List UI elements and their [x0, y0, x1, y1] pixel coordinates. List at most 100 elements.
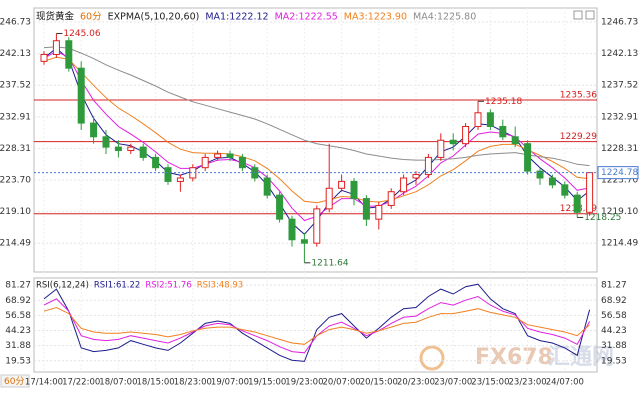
- candle-body: [313, 208, 321, 244]
- level-label: 1229.29: [560, 132, 597, 142]
- candle-body: [65, 40, 73, 69]
- icon-button[interactable]: [573, 10, 583, 20]
- line-series: [43, 46, 590, 167]
- icon-button[interactable]: [585, 10, 595, 20]
- candle-body: [263, 177, 271, 196]
- candle-body: [90, 122, 98, 138]
- y-tick-label-right: 1228.31: [601, 144, 638, 154]
- extreme-label: 1245.06: [63, 29, 100, 39]
- period-label: 60分: [80, 12, 102, 23]
- y-tick-label-right: 81.27: [601, 281, 627, 291]
- y-tick-label-left: 1232.91: [0, 112, 31, 122]
- y-tick-label-right: 1237.52: [601, 81, 638, 91]
- x-tick-label: 20/15:00: [360, 378, 398, 388]
- candle-body: [524, 143, 532, 172]
- last-price-label: 1224.78: [601, 168, 638, 178]
- y-tick-label-left: 1228.31: [0, 144, 31, 154]
- y-tick-label-left: 68.92: [5, 296, 31, 306]
- y-tick-label-left: 56.58: [5, 311, 31, 321]
- line-series: [43, 306, 590, 345]
- x-tick-label: 18/23:00: [174, 378, 212, 388]
- candle-body: [350, 180, 358, 200]
- y-tick-label-left: 1223.70: [0, 176, 31, 186]
- candle-body: [536, 170, 544, 179]
- candle-body: [288, 218, 296, 241]
- legend-entry: RSI2:51.76: [145, 281, 191, 291]
- main-frame: [33, 7, 598, 273]
- candle-body: [102, 136, 110, 148]
- watermark-logo: [419, 345, 445, 371]
- candle-body: [325, 187, 333, 210]
- chart-title: 现货黄金: [36, 11, 75, 23]
- x-tick-label: 17/14:00: [25, 378, 63, 388]
- y-tick-label-left: 1246.73: [0, 17, 31, 27]
- candle-body: [276, 194, 284, 220]
- last-price-box: [597, 166, 639, 180]
- y-tick-label-right: 56.58: [601, 311, 627, 321]
- x-tick-label: 19/23:00: [285, 378, 323, 388]
- watermark-name: 汇通网: [548, 345, 614, 370]
- candle-body: [238, 156, 246, 169]
- candle-body: [412, 174, 420, 179]
- candle-body: [499, 126, 507, 138]
- x-tick-label: 23/15:00: [471, 378, 509, 388]
- candle-body: [387, 191, 395, 206]
- level-label: 1235.36: [560, 91, 597, 101]
- y-tick-label-left: 1237.52: [0, 81, 31, 91]
- y-tick-label-right: 1214.49: [601, 239, 638, 249]
- candle-body: [139, 146, 147, 158]
- period-button-label[interactable]: 60分: [4, 376, 24, 387]
- candle-body: [52, 40, 60, 55]
- x-tick-label: 17/22:00: [62, 378, 100, 388]
- indicator-label: EXPMA(5,10,20,60): [108, 12, 200, 23]
- candle-body: [449, 139, 457, 145]
- candle-body: [362, 198, 370, 220]
- y-tick-label-right: 1232.91: [601, 112, 638, 122]
- candle-body: [214, 153, 222, 158]
- line-series: [43, 283, 591, 362]
- y-tick-label-right: 31.88: [601, 341, 627, 351]
- candle-body: [164, 167, 172, 182]
- indicator-label: RSI(6,12,24): [36, 281, 89, 291]
- y-tick-label-left: 81.27: [5, 281, 31, 291]
- candle-body: [176, 177, 184, 182]
- y-tick-label-right: 1223.70: [601, 176, 638, 186]
- candle-body: [338, 180, 346, 189]
- candle-body: [40, 53, 48, 62]
- candle-body: [486, 112, 494, 128]
- legend-entry: MA2:1222.55: [275, 12, 338, 23]
- line-series: [43, 56, 590, 204]
- period-button[interactable]: [0, 374, 30, 388]
- y-tick-label-left: 1242.13: [0, 49, 31, 59]
- candle-body: [400, 177, 408, 193]
- candle-body: [462, 126, 470, 145]
- legend-entry: MA4:1225.80: [413, 12, 476, 23]
- x-tick-label: 18/15:00: [137, 378, 175, 388]
- candle-body: [300, 239, 308, 244]
- x-tick-label: 18/07:00: [99, 378, 137, 388]
- candle-body: [573, 194, 581, 213]
- x-tick-label: 20/07:00: [323, 378, 361, 388]
- y-tick-label-right: 68.92: [601, 296, 627, 306]
- legend-entry: RSI3:48.93: [197, 281, 243, 291]
- x-tick-label: 24/07:00: [546, 378, 584, 388]
- extreme-label: 1211.64: [311, 258, 348, 268]
- candle-body: [548, 177, 556, 186]
- candle-body: [226, 153, 234, 158]
- candle-body: [77, 67, 85, 124]
- x-tick-label: 20/23:00: [397, 378, 435, 388]
- y-tick-label-left: 19.53: [5, 356, 31, 366]
- y-tick-label-left: 1219.10: [0, 207, 31, 217]
- y-tick-label-left: 1214.49: [0, 239, 31, 249]
- candle-body: [437, 139, 445, 158]
- candle-body: [511, 136, 519, 145]
- candle-body: [424, 156, 432, 176]
- candle-body: [152, 156, 160, 169]
- candle-body: [127, 146, 135, 152]
- y-tick-label-left: 44.23: [5, 326, 31, 336]
- y-tick-label-right: 44.23: [601, 326, 627, 336]
- legend-entry: MA3:1223.90: [344, 12, 407, 23]
- candle-body: [201, 156, 209, 169]
- candle-body: [114, 146, 122, 152]
